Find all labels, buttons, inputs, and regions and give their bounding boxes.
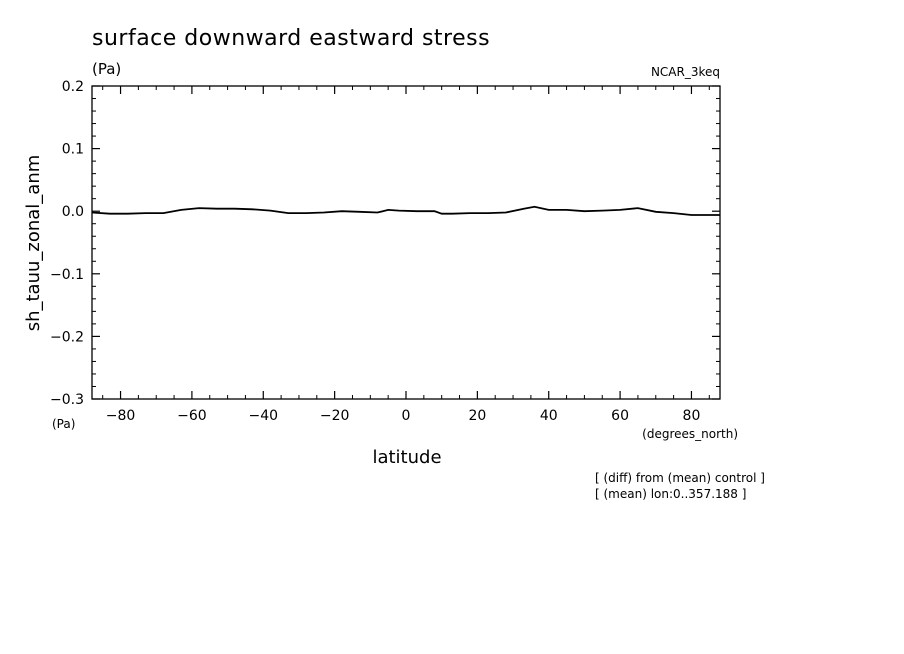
note-diff: [ (diff) from (mean) control ] [595, 471, 765, 485]
x-tick-label: 20 [468, 408, 486, 424]
plot-frame [91, 85, 721, 400]
x-tick-label: 40 [540, 408, 558, 424]
y-axis-units: (Pa) [52, 417, 75, 431]
note-mean: [ (mean) lon:0..357.188 ] [595, 487, 746, 501]
chart-title: surface downward eastward stress [92, 26, 490, 51]
y-tick-label: −0.3 [50, 392, 84, 408]
x-tick-label: 60 [611, 408, 629, 424]
x-tick-label: −80 [106, 408, 136, 424]
y-axis-ticks [92, 85, 720, 400]
x-tick-label: −40 [248, 408, 278, 424]
x-axis-ticks [102, 86, 710, 399]
y-axis-label: sh_tauu_zonal_anm [23, 155, 44, 332]
series-line [91, 205, 720, 216]
y-tick-label: −0.1 [50, 267, 84, 283]
y-tick-label: −0.2 [50, 329, 84, 345]
x-tick-label: −20 [320, 408, 350, 424]
x-axis-units: (degrees_north) [642, 427, 738, 441]
y-tick-label: 0.0 [62, 204, 84, 220]
source-label: NCAR_3keq [651, 65, 720, 79]
y-axis-tick-labels: 0.2 0.1 0.0 −0.1 −0.2 −0.3 [50, 79, 84, 408]
x-tick-label: 0 [402, 408, 411, 424]
x-tick-label: 80 [683, 408, 701, 424]
x-axis-tick-labels: −80 −60 −40 −20 0 20 40 60 80 [106, 408, 701, 424]
y-tick-label: 0.1 [62, 142, 84, 158]
y-tick-label: 0.2 [62, 79, 84, 95]
x-tick-label: −60 [177, 408, 207, 424]
title-units: (Pa) [92, 60, 121, 78]
x-axis-label: latitude [372, 447, 441, 468]
